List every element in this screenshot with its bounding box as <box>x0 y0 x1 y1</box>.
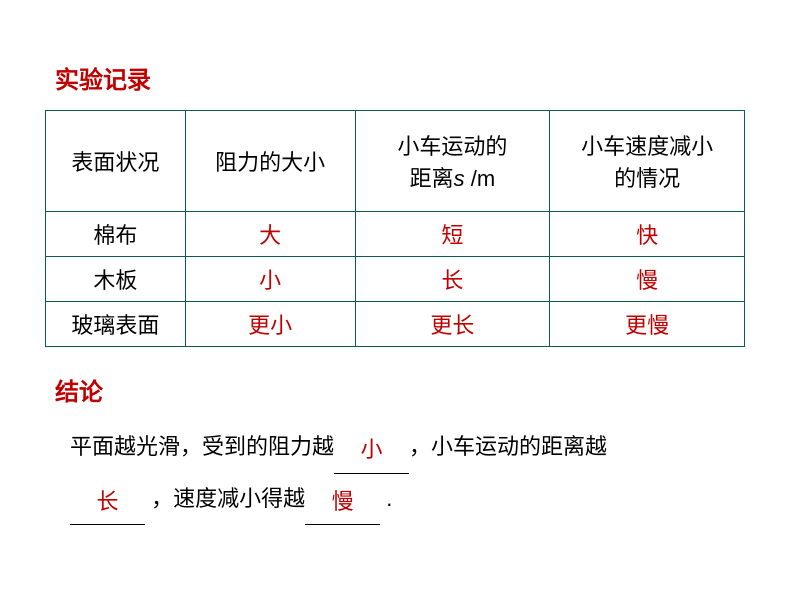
cell-distance: 长 <box>355 257 550 302</box>
text-part: . <box>380 486 392 511</box>
cell-resistance: 小 <box>185 257 355 302</box>
cell-distance: 更长 <box>355 302 550 347</box>
header-surface: 表面状况 <box>46 111 186 212</box>
text-part: ，小车运动的距离越 <box>409 434 607 459</box>
table-row: 棉布 大 短 快 <box>46 212 745 257</box>
cell-speed: 快 <box>550 212 745 257</box>
cell-speed: 慢 <box>550 257 745 302</box>
experiment-table: 表面状况 阻力的大小 小车运动的 距离s /m 小车速度减小 的情况 棉布 大 … <box>45 110 745 347</box>
blank-field: 小 <box>334 422 409 474</box>
text-part: ，速度减小得越 <box>145 486 305 511</box>
cell-surface: 木板 <box>46 257 186 302</box>
section-title-conclusion: 结论 <box>55 372 749 407</box>
blank-field: 慢 <box>305 474 380 526</box>
header-speed: 小车速度减小 的情况 <box>550 111 745 212</box>
conclusion-section: 结论 平面越光滑，受到的阻力越小，小车运动的距离越长 ，速度减小得越慢 . <box>45 372 749 525</box>
cell-resistance: 更小 <box>185 302 355 347</box>
cell-distance: 短 <box>355 212 550 257</box>
header-resistance: 阻力的大小 <box>185 111 355 212</box>
cell-surface: 玻璃表面 <box>46 302 186 347</box>
header-distance: 小车运动的 距离s /m <box>355 111 550 212</box>
blank-field: 长 <box>70 474 145 526</box>
cell-resistance: 大 <box>185 212 355 257</box>
cell-surface: 棉布 <box>46 212 186 257</box>
conclusion-text: 平面越光滑，受到的阻力越小，小车运动的距离越长 ，速度减小得越慢 . <box>70 422 749 525</box>
table-header-row: 表面状况 阻力的大小 小车运动的 距离s /m 小车速度减小 的情况 <box>46 111 745 212</box>
table-row: 木板 小 长 慢 <box>46 257 745 302</box>
text-part: 平面越光滑，受到的阻力越 <box>70 434 334 459</box>
section-title-experiment: 实验记录 <box>55 60 749 95</box>
table-row: 玻璃表面 更小 更长 更慢 <box>46 302 745 347</box>
cell-speed: 更慢 <box>550 302 745 347</box>
